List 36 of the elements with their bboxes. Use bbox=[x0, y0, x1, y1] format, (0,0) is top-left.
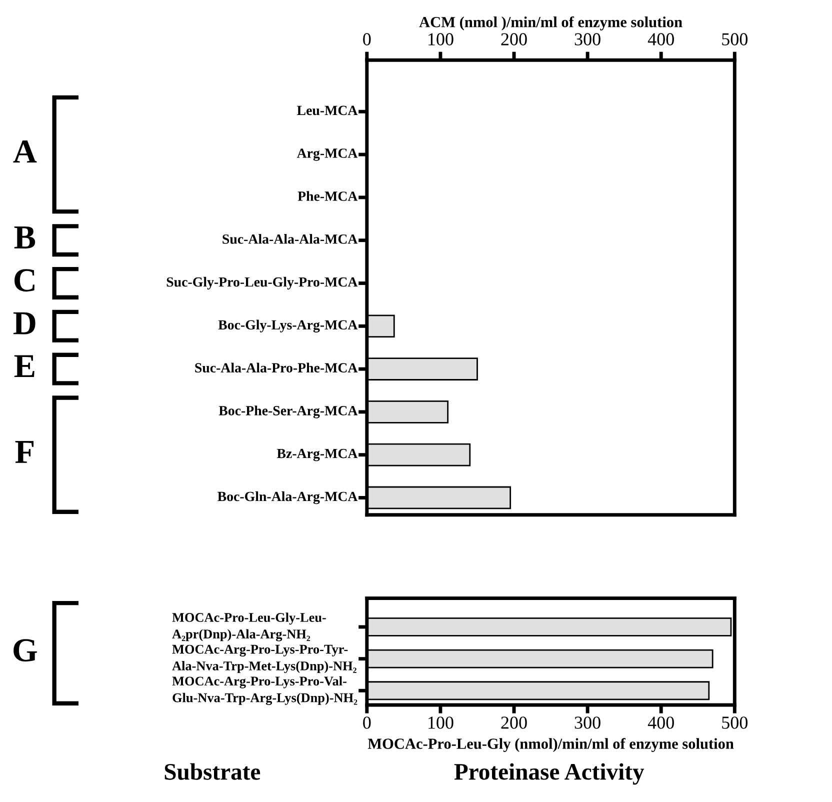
x-tick-label: 400 bbox=[648, 716, 674, 729]
y-tick-label: Boc-Gly-Lys-Arg-MCA bbox=[218, 320, 358, 332]
y-tick-label: Leu-MCA bbox=[297, 106, 358, 116]
y-tick-label: Suc-Ala-Ala-Pro-Phe-MCA bbox=[195, 362, 358, 373]
x-tick-label: 0 bbox=[363, 716, 371, 729]
x-tick-label: 0 bbox=[363, 33, 371, 46]
x-tick-label: 300 bbox=[574, 33, 600, 46]
text: D bbox=[13, 312, 36, 334]
y-tick-label: MOCAc-Pro-Leu-Gly-Leu- A₂pr(Dnp)-Ala-Arg-NH₂ bbox=[172, 612, 326, 642]
y-tick-label: Bz-Arg-MCA bbox=[276, 448, 358, 462]
x-tick-label: 500 bbox=[722, 716, 748, 729]
x-tick-label: 200 bbox=[501, 716, 527, 729]
y-tick-label: Boc-Gln-Ala-Arg-MCA bbox=[218, 491, 358, 504]
x-tick-label: 400 bbox=[648, 33, 674, 46]
y-tick-label: MOCAc-Arg-Pro-Lys-Pro-Val- Glu-Nva-Trp-Arg-Lys(Dnp)-NH₂ bbox=[172, 676, 358, 705]
text: Substrate bbox=[164, 763, 260, 780]
y-tick-label: Suc-Ala-Ala-Ala-MCA bbox=[222, 234, 358, 244]
x-tick-label: 100 bbox=[428, 716, 454, 729]
text: G bbox=[14, 639, 37, 662]
x-axis-title: ACM (nmol )/min/ml of enzyme solution bbox=[419, 16, 682, 30]
text: F bbox=[15, 441, 34, 463]
x-tick-label: 300 bbox=[574, 716, 600, 729]
y-tick-label: Arg-MCA bbox=[296, 148, 358, 161]
text: Proteinase Activity bbox=[454, 763, 644, 785]
x-axis-title: MOCAc-Pro-Leu-Gly (nmol)/min/ml of enzyme solution bbox=[368, 738, 734, 752]
text: B bbox=[14, 226, 36, 248]
y-tick-label: Phe-MCA bbox=[298, 191, 358, 201]
text: C bbox=[14, 269, 34, 292]
text: A bbox=[13, 140, 37, 163]
y-tick-label: Suc-Gly-Pro-Leu-Gly-Pro-MCA bbox=[166, 276, 358, 290]
y-tick-label: Boc-Phe-Ser-Arg-MCA bbox=[218, 406, 358, 418]
x-tick-label: 100 bbox=[428, 33, 454, 46]
text: E bbox=[14, 355, 34, 378]
x-tick-label: 200 bbox=[501, 33, 527, 46]
x-tick-label: 500 bbox=[722, 33, 748, 46]
y-tick-label: MOCAc-Arg-Pro-Lys-Pro-Tyr- Ala-Nva-Trp-Met-Lys(Dnp)-NH₂ bbox=[172, 644, 356, 674]
